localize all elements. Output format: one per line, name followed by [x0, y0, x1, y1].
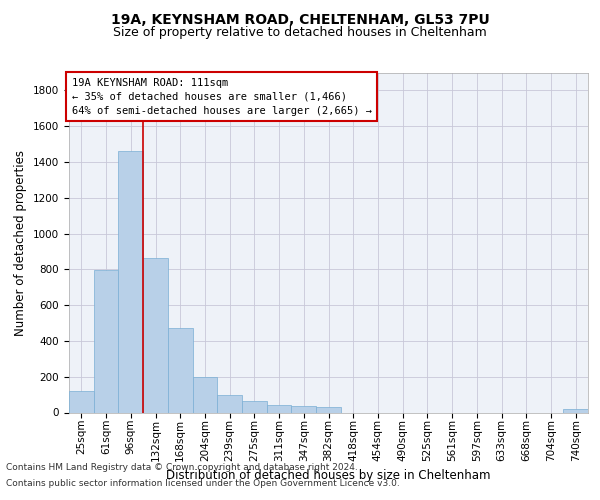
Bar	[69, 391, 94, 412]
Bar	[217, 394, 242, 412]
Bar	[292, 406, 316, 412]
Y-axis label: Number of detached properties: Number of detached properties	[14, 150, 28, 336]
Bar	[168, 328, 193, 412]
Text: 19A, KEYNSHAM ROAD, CHELTENHAM, GL53 7PU: 19A, KEYNSHAM ROAD, CHELTENHAM, GL53 7PU	[110, 12, 490, 26]
Bar	[242, 401, 267, 412]
Text: Contains public sector information licensed under the Open Government Licence v3: Contains public sector information licen…	[6, 478, 400, 488]
Bar	[118, 151, 143, 412]
Bar	[94, 270, 118, 412]
Text: Contains HM Land Registry data © Crown copyright and database right 2024.: Contains HM Land Registry data © Crown c…	[6, 464, 358, 472]
Bar	[267, 406, 292, 412]
X-axis label: Distribution of detached houses by size in Cheltenham: Distribution of detached houses by size …	[166, 469, 491, 482]
Text: Size of property relative to detached houses in Cheltenham: Size of property relative to detached ho…	[113, 26, 487, 39]
Bar	[563, 410, 588, 412]
Bar	[143, 258, 168, 412]
Text: 19A KEYNSHAM ROAD: 111sqm
← 35% of detached houses are smaller (1,466)
64% of se: 19A KEYNSHAM ROAD: 111sqm ← 35% of detac…	[71, 78, 371, 116]
Bar	[193, 376, 217, 412]
Bar	[316, 407, 341, 412]
